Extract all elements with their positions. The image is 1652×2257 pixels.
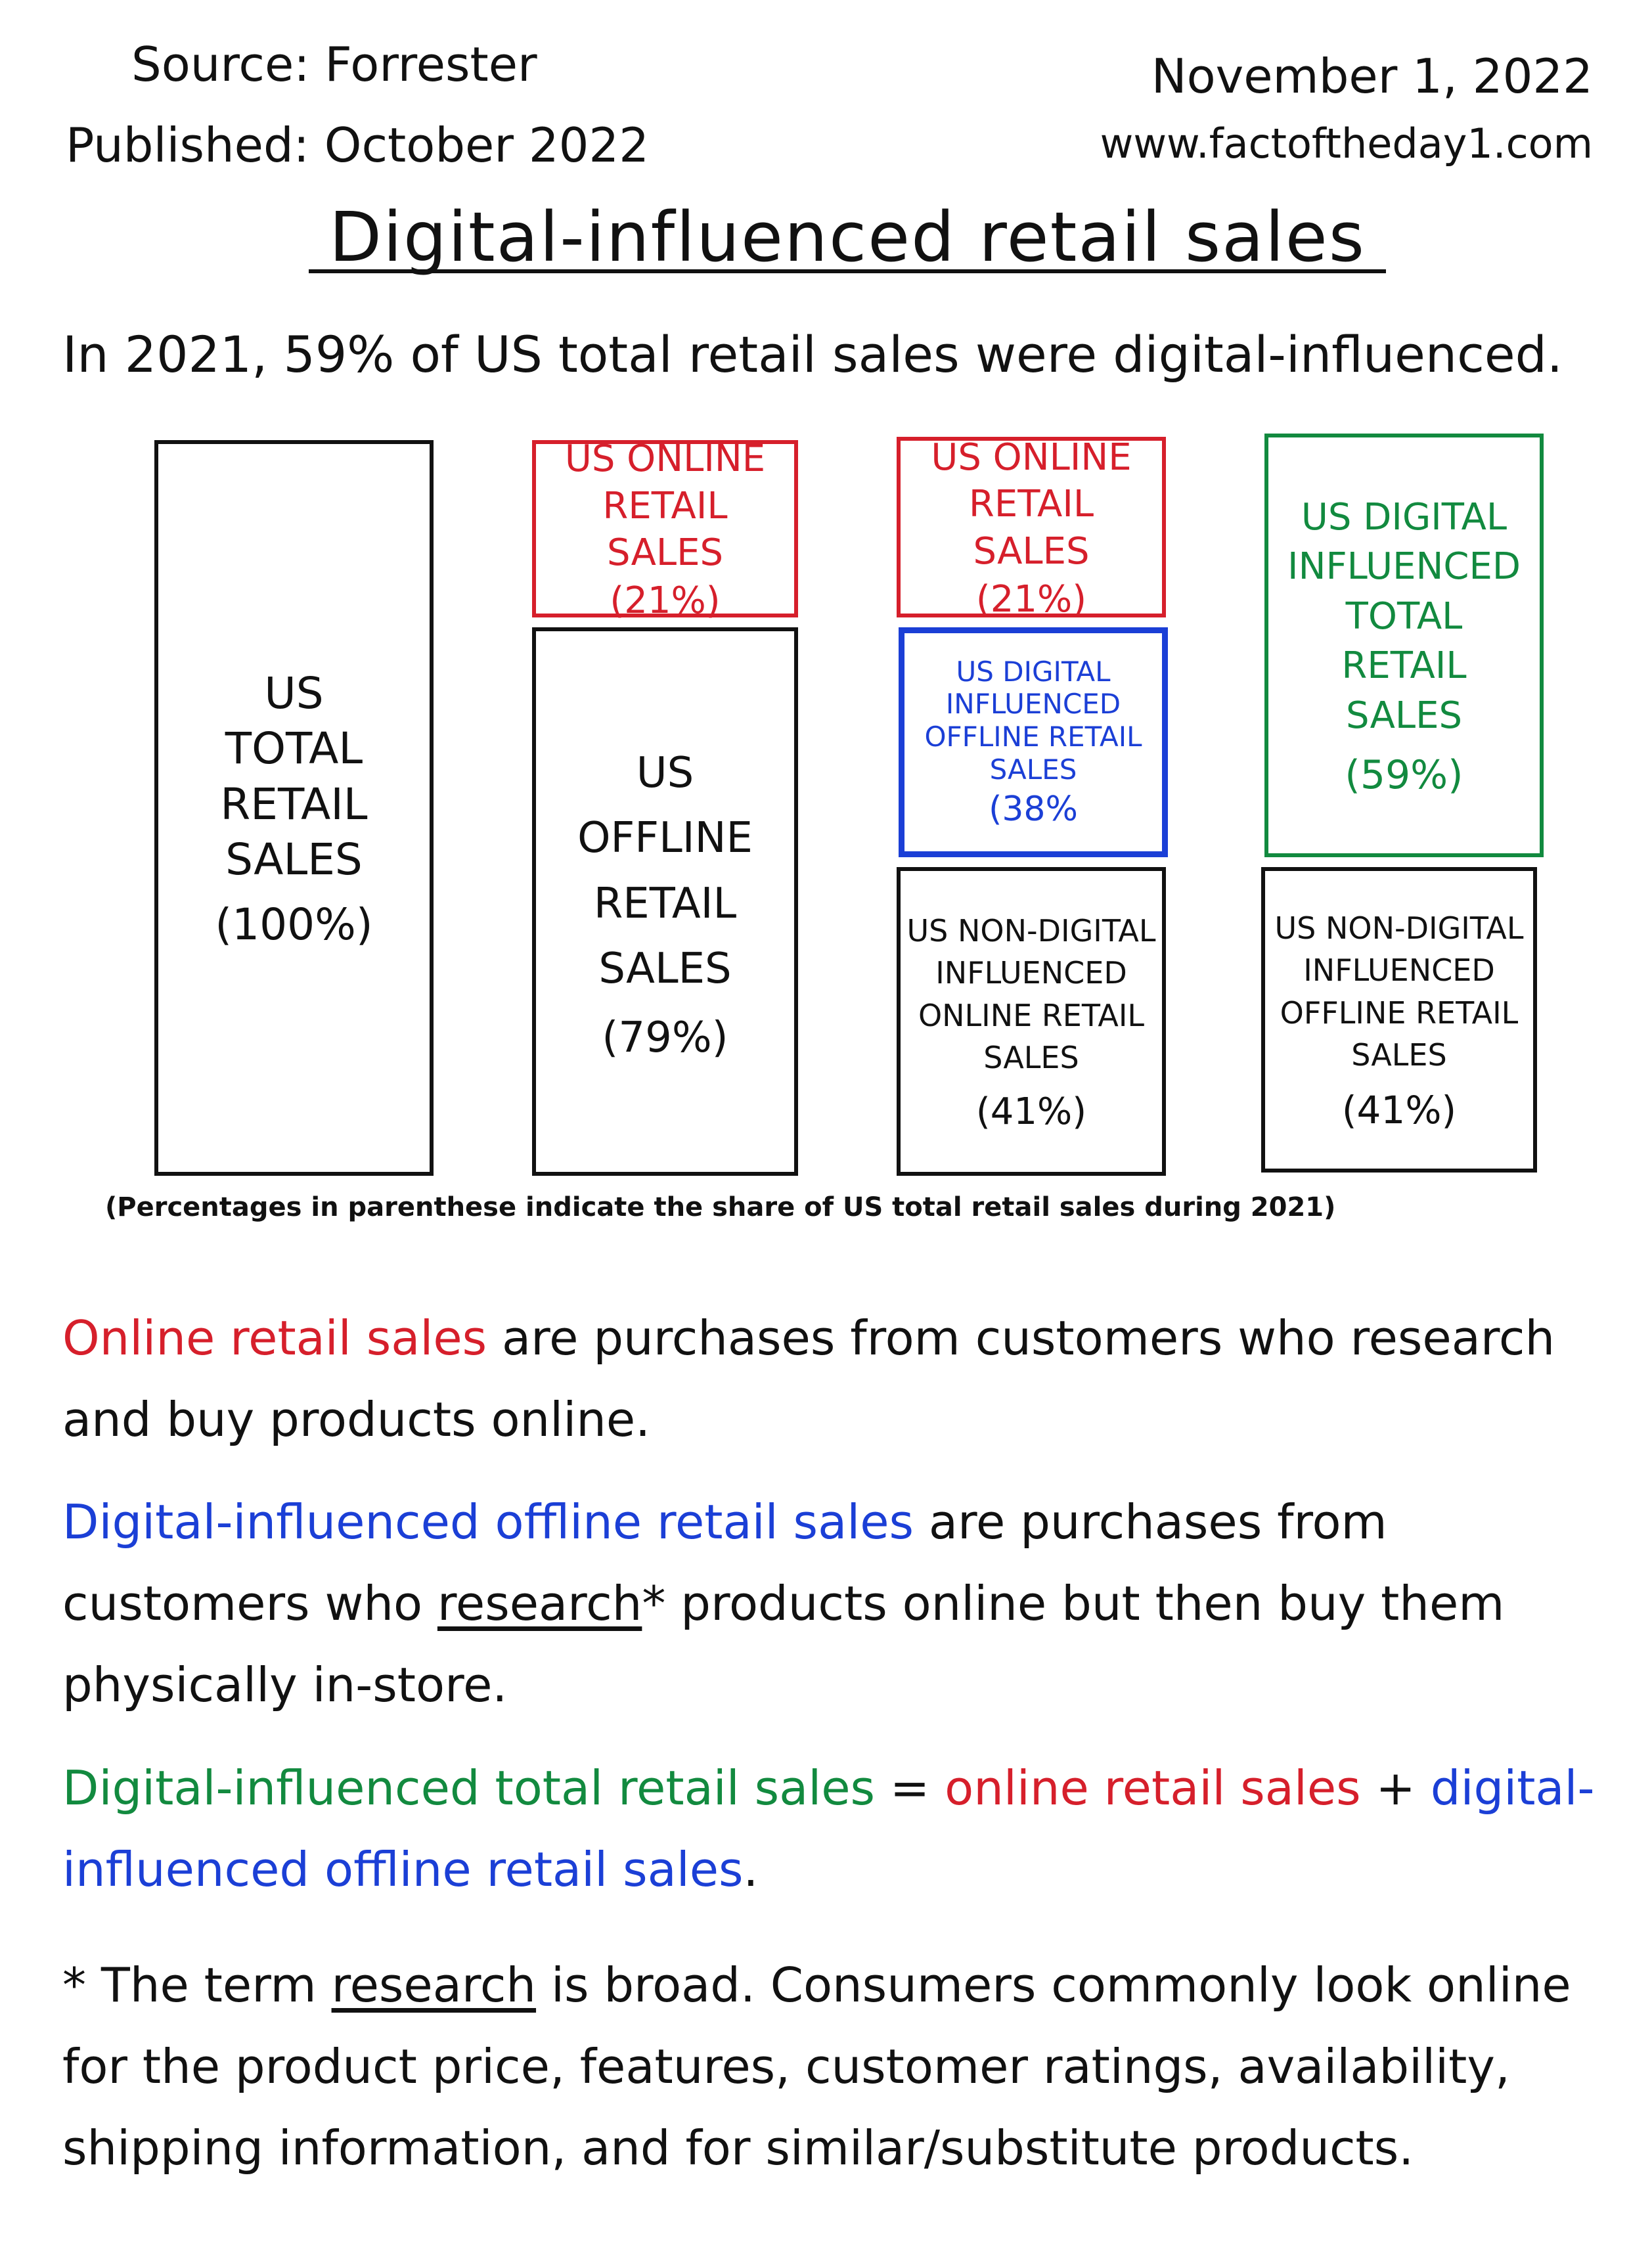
box-percentage: (59%) <box>1345 752 1463 799</box>
box-percentage: (21%) <box>975 577 1087 621</box>
digital-offline-text-b: * products online but then buy them phys… <box>62 1576 1505 1712</box>
online-retail-definition: Online retail sales are purchases from c… <box>62 1297 1613 1460</box>
formula-digital-offline-part: digital-influenced offline retail sales <box>62 1760 1595 1897</box>
box-label: US DIGITAL INFLUENCED TOTAL RETAIL SALES <box>1287 495 1521 737</box>
footnote-research-underlined: research <box>331 1957 537 2013</box>
box-percentage: (100%) <box>215 899 373 950</box>
digital-offline-text-a: are purchases from customers who <box>62 1494 1387 1631</box>
formula-equals: = <box>875 1760 945 1816</box>
intro-statement: In 2021, 59% of US total retail sales we… <box>62 325 1563 384</box>
date-label: November 1, 2022 <box>1151 49 1593 104</box>
diagram-footnote: (Percentages in parenthese indicate the … <box>105 1192 1336 1222</box>
digital-total-formula: Digital-influenced total retail sales = … <box>62 1747 1613 1910</box>
footnote-prefix: * The term <box>62 1957 332 2013</box>
box-percentage: (21%) <box>610 579 721 623</box>
online-retail-term: Online retail sales <box>62 1310 487 1366</box>
source-label: Source: Forrester <box>131 37 537 92</box>
us-non-digital-influenced-online-retail-sales-box: US NON-DIGITAL INFLUENCED ONLINE RETAIL … <box>897 867 1166 1176</box>
box-percentage: (41%) <box>975 1090 1087 1134</box>
research-footnote: * The term research is broad. Consumers … <box>62 1944 1613 2189</box>
box-label: US ONLINE RETAIL SALES <box>931 436 1132 573</box>
us-digital-influenced-offline-retail-sales-box: US DIGITAL INFLUENCED OFFLINE RETAIL SAL… <box>899 627 1168 857</box>
research-underlined: research <box>437 1576 642 1631</box>
published-label: Published: October 2022 <box>66 118 650 173</box>
formula-plus: + <box>1360 1760 1431 1816</box>
box-label: US DIGITAL INFLUENCED OFFLINE RETAIL SAL… <box>924 655 1142 786</box>
box-label: US NON-DIGITAL INFLUENCED OFFLINE RETAIL… <box>1274 910 1524 1073</box>
online-retail-text: are purchases from customers who researc… <box>62 1310 1555 1447</box>
website-label: www.factoftheday1.com <box>1100 120 1593 168</box>
box-percentage: (38% <box>989 790 1078 830</box>
box-label: US OFFLINE RETAIL SALES <box>577 749 753 993</box>
footnote-text: is broad. Consumers commonly look online… <box>62 1957 1571 2176</box>
box-percentage: (41%) <box>1341 1088 1457 1133</box>
us-non-digital-influenced-offline-retail-sales-box: US NON-DIGITAL INFLUENCED OFFLINE RETAIL… <box>1261 867 1537 1173</box>
box-label: US TOTAL RETAIL SALES <box>220 667 368 885</box>
us-online-retail-sales-box-2: US ONLINE RETAIL SALES (21%) <box>897 436 1166 621</box>
us-digital-influenced-total-retail-sales-box: US DIGITAL INFLUENCED TOTAL RETAIL SALES… <box>1264 434 1544 857</box>
digital-offline-definition: Digital-influenced offline retail sales … <box>62 1481 1613 1726</box>
us-offline-retail-sales-box: US OFFLINE RETAIL SALES (79%) <box>532 627 798 1176</box>
box-label: US NON-DIGITAL INFLUENCED ONLINE RETAIL … <box>906 912 1156 1075</box>
us-total-retail-sales-box: US TOTAL RETAIL SALES (100%) <box>154 440 434 1176</box>
formula-online-part: online retail sales <box>945 1760 1361 1816</box>
page-title: Digital-influenced retail sales <box>329 197 1366 277</box>
us-online-retail-sales-box: US ONLINE RETAIL SALES (21%) <box>532 437 798 622</box>
box-percentage: (79%) <box>602 1013 728 1062</box>
formula-end: . <box>743 1842 759 1897</box>
box-label: US ONLINE RETAIL SALES <box>564 437 766 575</box>
digital-total-term: Digital-influenced total retail sales <box>62 1760 876 1816</box>
digital-offline-term: Digital-influenced offline retail sales <box>62 1494 914 1550</box>
title-underline <box>309 269 1386 273</box>
